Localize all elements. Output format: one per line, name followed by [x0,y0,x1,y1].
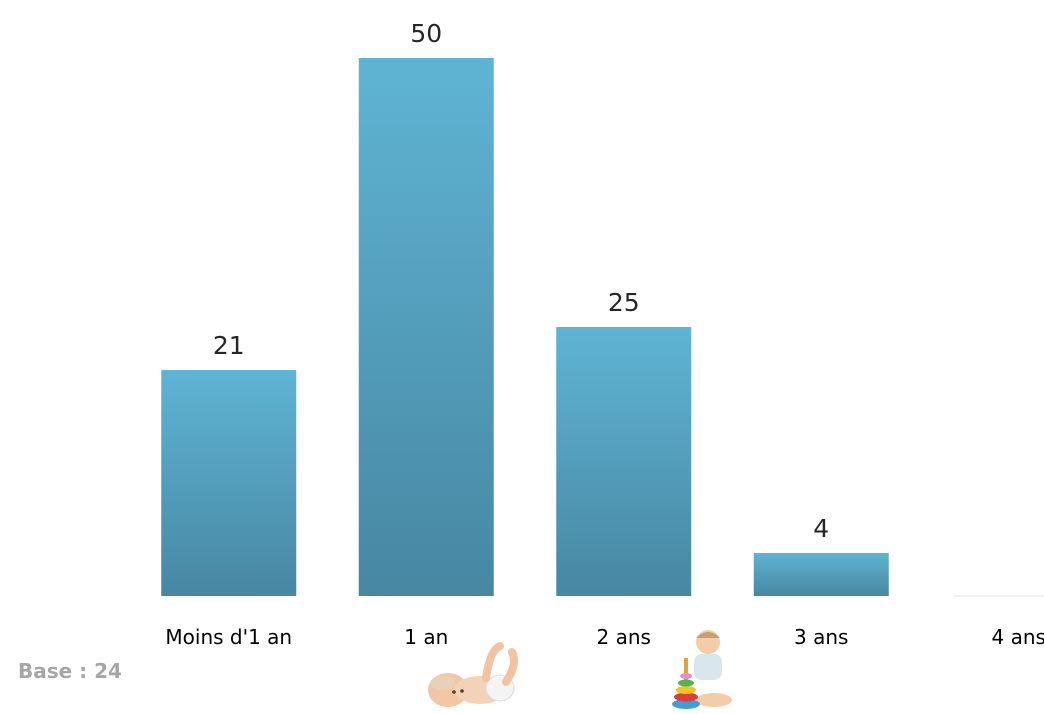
baby-sitting-illustration [672,630,732,709]
x-tick-label-3: 3 ans [794,625,848,649]
bar-1 [358,58,494,596]
data-label-2: 25 [608,288,640,317]
data-label-0: 21 [213,331,245,360]
x-tick-label-1: 1 an [404,625,448,649]
x-tick-label-0: Moins d'1 an [165,625,292,649]
x-tick-label-2: 2 ans [597,625,651,649]
bar-2 [556,327,692,596]
x-tick-label-4: 4 ans [992,625,1044,649]
base-note: Base : 24 [18,659,122,683]
baby-lying-illustration [428,642,518,707]
bar-0 [161,370,297,596]
data-label-3: 4 [813,514,829,543]
data-label-1: 50 [410,19,442,48]
bar-3 [753,552,889,596]
